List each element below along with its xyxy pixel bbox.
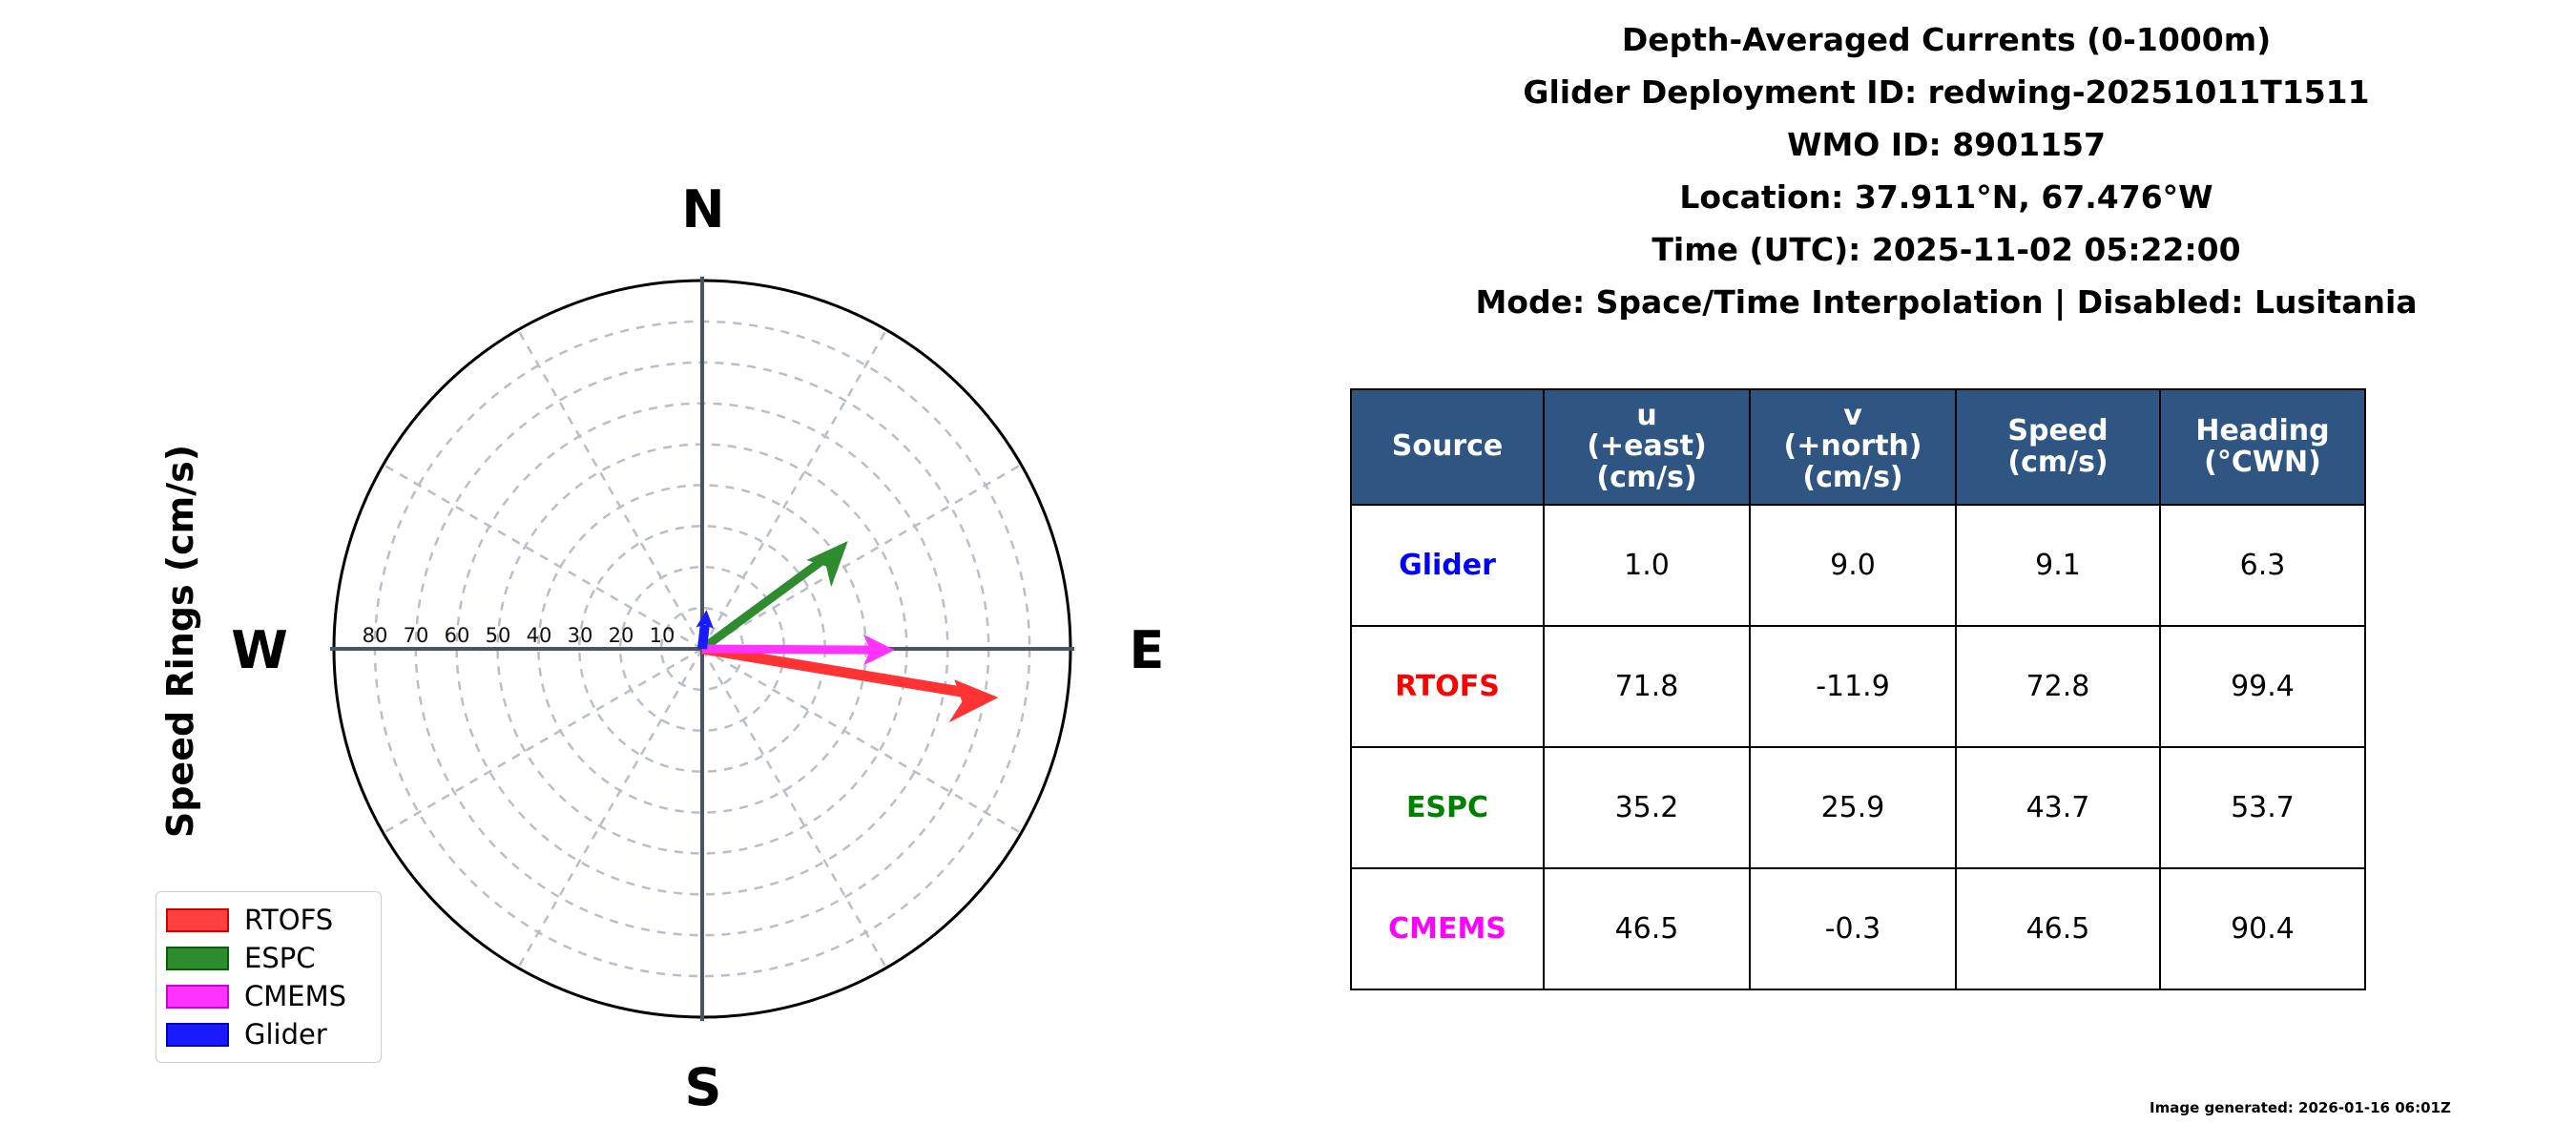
radial-tick-10: 10 [650,624,675,647]
legend-swatch-espc [166,946,229,970]
column-header-speed-line1: Speed [2007,414,2109,448]
vector-glider [696,610,715,650]
info-header-block: Depth-Averaged Currents (0-1000m) Glider… [1317,13,2576,328]
table-row: RTOFS 71.8 -11.9 72.8 99.4 [1350,625,2366,749]
header-line-title: Depth-Averaged Currents (0-1000m) [1621,21,2272,58]
legend-label-cmems: CMEMS [244,979,347,1012]
cell-speed-glider: 9.1 [1955,504,2161,628]
polar-plot-svg: 80 70 60 50 40 30 20 10 [159,179,1165,1117]
compass-label-east: E [1130,620,1165,680]
column-header-source-label: Source [1391,429,1504,464]
radial-tick-50: 50 [486,624,511,647]
legend-swatch-cmems [166,984,229,1009]
legend-label-espc: ESPC [244,941,316,974]
cell-u-cmems: 46.5 [1543,867,1751,991]
radial-tick-80: 80 [363,624,388,647]
plot-legend: RTOFS ESPC CMEMS Glider [156,891,382,1063]
table-row: CMEMS 46.5 -0.3 46.5 90.4 [1350,867,2366,991]
header-line-location: Location: 37.911°N, 67.476°W [1679,178,2213,216]
radial-tick-60: 60 [445,624,470,647]
cell-heading-glider: 6.3 [2159,504,2366,628]
legend-item-espc: ESPC [166,939,369,977]
legend-swatch-rtofs [166,907,229,932]
legend-swatch-glider [166,1022,229,1047]
polar-radial-tick-labels: 80 70 60 50 40 30 20 10 [363,624,675,647]
cell-speed-rtofs: 72.8 [1955,625,2161,749]
column-header-v-line1: v [1843,399,1862,432]
column-header-heading-line1: Heading [2195,414,2330,448]
cell-source-espc: ESPC [1350,746,1545,870]
speed-rings-axis-title: Speed Rings (cm/s) [159,445,201,838]
compass-label-north: N [681,179,724,239]
header-line-mode: Mode: Space/Time Interpolation | Disable… [1475,283,2418,321]
column-header-u-line3: (cm/s) [1596,460,1697,494]
currents-summary-table: Source u (+east) (cm/s) v (+north) (cm/s… [1350,387,2366,991]
column-header-speed-line2: (cm/s) [2007,445,2109,479]
compass-label-south: S [685,1057,722,1117]
table-header-row: Source u (+east) (cm/s) v (+north) (cm/s… [1350,387,2366,507]
image-generated-stamp: Image generated: 2026-01-16 06:01Z [2150,1099,2451,1116]
header-line-wmo-id: WMO ID: 8901157 [1787,126,2106,163]
column-header-heading-line2: (°CWN) [2204,445,2321,479]
legend-item-cmems: CMEMS [166,977,369,1015]
legend-label-glider: Glider [244,1017,327,1051]
column-header-u-line2: (+east) [1587,429,1707,464]
cell-heading-rtofs: 99.4 [2159,625,2366,749]
radial-tick-20: 20 [609,624,634,647]
radial-tick-30: 30 [568,624,593,647]
column-header-v-line3: (cm/s) [1802,460,1903,494]
table-row: ESPC 35.2 25.9 43.7 53.7 [1350,746,2366,870]
table-row: Glider 1.0 9.0 9.1 6.3 [1350,504,2366,628]
vector-rtofs [701,643,999,723]
cell-v-espc: 25.9 [1749,746,1957,870]
polar-plot-panel: 80 70 60 50 40 30 20 10 [0,0,1278,1145]
column-header-u: u (+east) (cm/s) [1543,387,1751,507]
cell-speed-cmems: 46.5 [1955,867,2161,991]
polar-angular-gridlines [383,329,1022,968]
cell-heading-cmems: 90.4 [2159,867,2366,991]
cell-source-glider: Glider [1350,504,1545,628]
compass-label-west: W [231,620,288,680]
cell-source-cmems: CMEMS [1350,867,1545,991]
column-header-v: v (+north) (cm/s) [1749,387,1957,507]
legend-item-glider: Glider [166,1015,369,1053]
vector-espc [699,540,848,653]
cell-u-espc: 35.2 [1543,746,1751,870]
vector-cmems [701,634,895,666]
cell-v-cmems: -0.3 [1749,867,1957,991]
header-line-time: Time (UTC): 2025-11-02 05:22:00 [1652,231,2241,268]
column-header-speed: Speed (cm/s) [1955,387,2161,507]
column-header-source: Source [1350,387,1545,507]
column-header-v-line2: (+north) [1783,429,1922,464]
column-header-u-line1: u [1636,399,1657,432]
radial-tick-70: 70 [404,624,429,647]
header-line-deployment-id: Glider Deployment ID: redwing-20251011T1… [1523,73,2370,111]
column-header-heading: Heading (°CWN) [2159,387,2366,507]
cell-u-glider: 1.0 [1543,504,1751,628]
radial-tick-40: 40 [527,624,552,647]
legend-item-rtofs: RTOFS [166,901,369,939]
cell-v-glider: 9.0 [1749,504,1957,628]
cell-source-rtofs: RTOFS [1350,625,1545,749]
cell-u-rtofs: 71.8 [1543,625,1751,749]
cell-heading-espc: 53.7 [2159,746,2366,870]
legend-label-rtofs: RTOFS [244,903,334,936]
cell-v-rtofs: -11.9 [1749,625,1957,749]
cell-speed-espc: 43.7 [1955,746,2161,870]
